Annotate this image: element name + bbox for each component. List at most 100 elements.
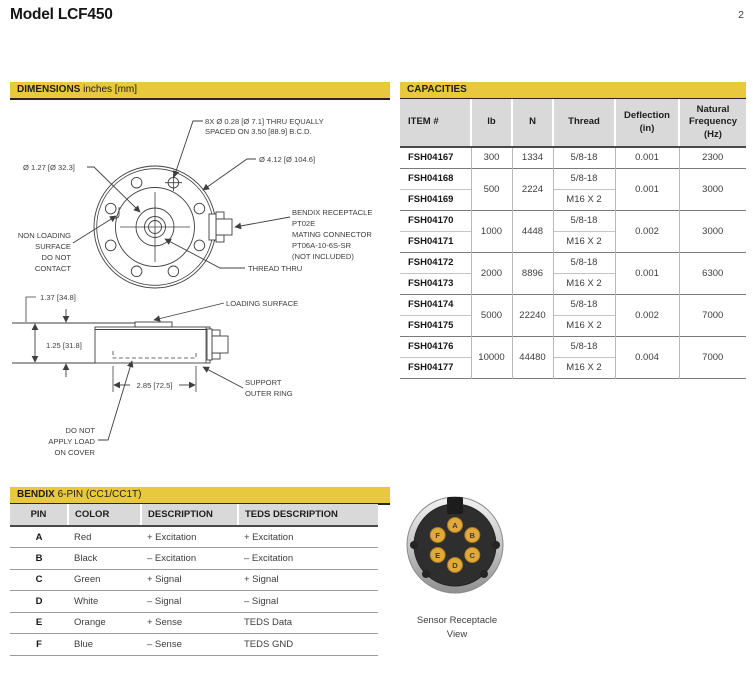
item-number-cell: FSH04171 bbox=[400, 230, 471, 252]
dimensions-section-header: DIMENSIONS inches [mm] bbox=[10, 82, 390, 100]
bendix-row: E Orange + Sense TEDS Data bbox=[10, 611, 378, 634]
svg-text:(NOT INCLUDED): (NOT INCLUDED) bbox=[292, 252, 354, 261]
support-ring-label: SUPPORT OUTER RING bbox=[245, 378, 293, 398]
frequency-cell: 3000 bbox=[678, 167, 746, 210]
item-number-cell: FSH04176 bbox=[400, 335, 471, 357]
col-lb: lb bbox=[470, 99, 512, 148]
col-deflection: Deflection (in) bbox=[614, 99, 679, 148]
svg-text:DO NOT: DO NOT bbox=[65, 426, 95, 435]
capacities-row: FSH04172 2000 8896 5/8-18 0.001 6300 bbox=[400, 251, 746, 294]
boss-diameter-label: Ø 1.27 [Ø 32.3] bbox=[23, 163, 75, 172]
bolt-pattern-label-2: SPACED ON 3.50 [88.9] B.C.D. bbox=[205, 127, 312, 136]
bendix-section-header: BENDIX 6-PIN (CC1/CC1T) bbox=[10, 487, 390, 505]
page-title: Model LCF450 bbox=[10, 6, 113, 23]
deflection-cell: 0.001 bbox=[614, 146, 679, 168]
item-number-cell: FSH04169 bbox=[400, 188, 471, 210]
frequency-cell: 7000 bbox=[678, 335, 746, 378]
receptacle-leader bbox=[234, 216, 291, 230]
pin-a bbox=[447, 517, 463, 533]
support-ring-leader bbox=[202, 366, 244, 389]
receptacle-pins: A B C D E F bbox=[429, 517, 481, 573]
total-height-bracket bbox=[25, 296, 36, 322]
lb-cell: 500 bbox=[470, 167, 512, 210]
capacities-row: FSH04177 M16 X 2 bbox=[400, 356, 746, 378]
non-loading-label: NON LOADING SURFACE DO NOT CONTACT bbox=[18, 231, 72, 273]
teds-description-cell: – Signal bbox=[238, 590, 378, 612]
capacities-row: FSH04167 300 1334 5/8-18 0.001 2300 bbox=[400, 146, 746, 168]
col-n: N bbox=[511, 99, 553, 148]
pin-cell: D bbox=[10, 590, 68, 612]
capacities-header-text: CAPACITIES bbox=[407, 84, 467, 95]
frequency-cell: 6300 bbox=[678, 251, 746, 294]
capacities-row: FSH04176 10000 44480 5/8-18 0.004 7000 bbox=[400, 335, 746, 378]
svg-text:APPLY LOAD: APPLY LOAD bbox=[48, 437, 95, 446]
item-number-cell: FSH04170 bbox=[400, 209, 471, 231]
lb-cell: 5000 bbox=[470, 293, 512, 336]
deflection-cell: 0.002 bbox=[614, 293, 679, 336]
col-teds-description: TEDS DESCRIPTION bbox=[237, 504, 378, 527]
item-number-cell: FSH04168 bbox=[400, 167, 471, 189]
color-cell: Blue bbox=[68, 633, 141, 655]
capacities-table-body: FSH04167 300 1334 5/8-18 0.001 2300 FSH04168 50… bbox=[400, 146, 746, 378]
item-number-cell: FSH04173 bbox=[400, 272, 471, 294]
receptacle-caption: Sensor Receptacle View bbox=[417, 615, 497, 640]
capacities-row: FSH04171 M16 X 2 bbox=[400, 230, 746, 252]
pin-f bbox=[429, 527, 446, 543]
pin-d-label: D bbox=[452, 561, 458, 570]
capacities-table: ITEM # lb N Thread Deflection (in) Natur… bbox=[400, 99, 746, 379]
pin-cell: E bbox=[10, 611, 68, 634]
col-description: DESCRIPTION bbox=[140, 504, 238, 527]
teds-description-cell: + Excitation bbox=[238, 525, 378, 548]
thread-cell: 5/8-18 bbox=[552, 335, 615, 357]
n-cell: 4448 bbox=[511, 209, 553, 252]
capacities-row: FSH04169 M16 X 2 bbox=[400, 188, 746, 210]
capacities-section-header: CAPACITIES bbox=[400, 82, 746, 100]
n-cell: 2224 bbox=[511, 167, 553, 210]
pin-cell: F bbox=[10, 633, 68, 655]
top-view-receptacle bbox=[208, 211, 233, 243]
color-cell: Black bbox=[68, 547, 141, 569]
bolt-pattern-label-1: 8X Ø 0.28 [Ø 7.1] THRU EQUALLY bbox=[205, 117, 324, 126]
deflection-cell: 0.001 bbox=[614, 167, 679, 210]
col-frequency: Natural Frequency (Hz) bbox=[678, 99, 746, 148]
n-cell: 8896 bbox=[511, 251, 553, 294]
col-thread: Thread bbox=[552, 99, 615, 148]
loading-surface-leader bbox=[153, 302, 225, 322]
capacities-row: FSH04173 M16 X 2 bbox=[400, 272, 746, 294]
capacities-row: FSH04168 500 2224 5/8-18 0.001 3000 bbox=[400, 167, 746, 210]
outer-diameter-leader bbox=[202, 158, 256, 191]
sensor-receptacle-view: A B C D E F Sensor Receptacle View bbox=[406, 496, 504, 640]
description-cell: – Sense bbox=[141, 633, 238, 655]
item-number-cell: FSH04175 bbox=[400, 314, 471, 336]
loading-surface-boss bbox=[134, 321, 173, 328]
no-load-cover-label: DO NOT APPLY LOAD ON COVER bbox=[48, 426, 95, 457]
page-number: 2 bbox=[738, 9, 744, 21]
description-cell: + Sense bbox=[141, 611, 238, 634]
lb-cell: 10000 bbox=[470, 335, 512, 378]
item-number-cell: FSH04172 bbox=[400, 251, 471, 273]
thread-cell: 5/8-18 bbox=[552, 251, 615, 273]
bendix-row: F Blue – Sense TEDS GND bbox=[10, 633, 378, 655]
thread-cell: M16 X 2 bbox=[552, 314, 615, 336]
description-cell: – Excitation bbox=[141, 547, 238, 569]
bendix-row: C Green + Signal + Signal bbox=[10, 568, 378, 591]
color-cell: Orange bbox=[68, 611, 141, 634]
description-cell: + Excitation bbox=[141, 525, 238, 548]
deflection-cell: 0.001 bbox=[614, 251, 679, 294]
dimensions-header-units: inches [mm] bbox=[80, 84, 138, 95]
color-cell: White bbox=[68, 590, 141, 612]
teds-description-cell: TEDS Data bbox=[238, 611, 378, 634]
description-cell: + Signal bbox=[141, 568, 238, 591]
pin-c bbox=[464, 547, 481, 563]
frequency-cell: 3000 bbox=[678, 209, 746, 252]
svg-text:SURFACE: SURFACE bbox=[35, 242, 71, 251]
thread-cell: M16 X 2 bbox=[552, 188, 615, 210]
receptacle-keyways bbox=[410, 541, 500, 578]
deflection-cell: 0.004 bbox=[614, 335, 679, 378]
inner-plate-circle bbox=[115, 187, 195, 267]
n-cell: 44480 bbox=[511, 335, 553, 378]
svg-text:OUTER RING: OUTER RING bbox=[245, 389, 293, 398]
outer-diameter-label: Ø 4.12 [Ø 104.6] bbox=[259, 155, 315, 164]
boss-diameter-leader bbox=[87, 166, 141, 213]
col-pin: PIN bbox=[10, 504, 68, 527]
